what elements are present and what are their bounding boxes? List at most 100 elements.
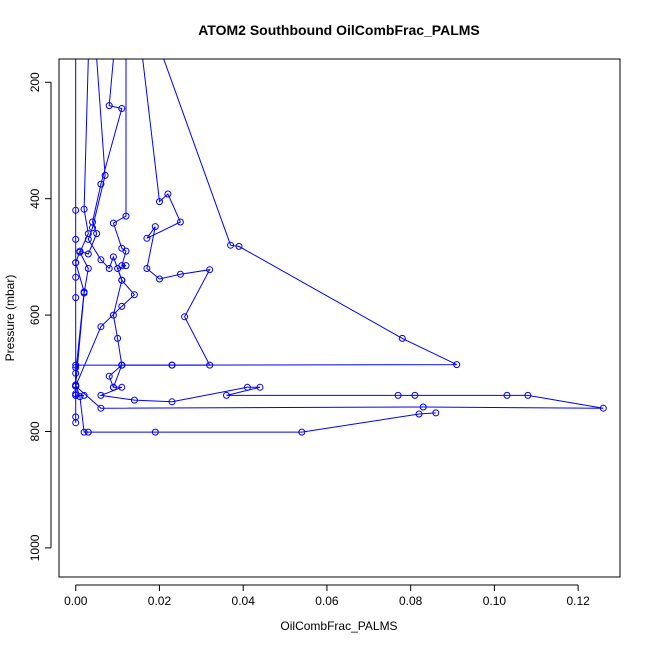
x-axis-label: OilCombFrac_PALMS xyxy=(280,619,397,633)
data-point xyxy=(243,383,251,391)
data-point xyxy=(109,253,117,261)
data-point xyxy=(105,102,113,110)
series-layer xyxy=(72,59,607,436)
data-point xyxy=(109,219,117,227)
data-point xyxy=(84,235,92,243)
data-point xyxy=(151,223,159,231)
data-point xyxy=(97,404,105,412)
data-point xyxy=(84,428,92,436)
data-point xyxy=(72,369,80,377)
data-point xyxy=(72,391,80,399)
series-line xyxy=(75,59,123,396)
data-point xyxy=(503,391,511,399)
data-point xyxy=(118,302,126,310)
data-point xyxy=(80,428,88,436)
y-tick-label: 200 xyxy=(28,72,42,92)
data-point xyxy=(156,198,163,206)
data-point xyxy=(97,323,105,331)
plot-frame xyxy=(58,58,621,578)
y-tick-label: 800 xyxy=(28,421,42,441)
data-point xyxy=(101,171,109,179)
y-tick-label: 1000 xyxy=(28,534,42,561)
series-4 xyxy=(72,59,138,399)
data-point xyxy=(84,250,92,258)
y-axis-label: Pressure (mbar) xyxy=(3,275,17,362)
data-point xyxy=(235,242,243,250)
data-point xyxy=(398,334,406,342)
x-tick-label: 0.04 xyxy=(232,594,256,608)
data-point xyxy=(118,105,126,112)
x-tick-label: 0.12 xyxy=(566,594,590,608)
x-tick-label: 0.06 xyxy=(315,594,339,608)
data-point xyxy=(89,224,96,232)
data-point xyxy=(164,190,172,198)
data-point xyxy=(118,383,126,391)
x-tick-label: 0.02 xyxy=(148,594,172,608)
x-tick-label: 0.00 xyxy=(64,594,88,608)
data-point xyxy=(84,265,92,272)
data-point xyxy=(453,361,461,369)
data-point xyxy=(114,334,122,342)
data-point xyxy=(72,382,80,390)
data-point xyxy=(93,230,101,238)
data-point xyxy=(223,391,230,399)
data-point xyxy=(151,428,159,436)
x-axis: 0.00 0.02 0.04 0.06 0.08 0.10 0.12 xyxy=(64,584,590,608)
data-point xyxy=(80,205,88,213)
y-tick-label: 400 xyxy=(28,188,42,208)
data-point xyxy=(130,396,138,404)
series-7 xyxy=(84,59,126,391)
data-point xyxy=(105,372,113,380)
series-2 xyxy=(72,59,440,436)
data-point xyxy=(105,265,113,272)
data-point xyxy=(122,212,130,220)
data-point xyxy=(72,419,80,427)
data-point xyxy=(168,361,176,369)
data-point xyxy=(176,270,184,278)
data-point xyxy=(206,266,214,274)
data-point xyxy=(72,361,80,369)
data-point xyxy=(130,291,138,299)
data-point xyxy=(118,361,126,369)
x-tick-label: 0.08 xyxy=(399,594,423,608)
data-point xyxy=(181,313,189,321)
data-point xyxy=(114,265,122,272)
data-point xyxy=(256,383,264,391)
data-point xyxy=(80,391,88,399)
series-line xyxy=(75,59,436,433)
data-point xyxy=(176,218,184,226)
data-point xyxy=(227,241,235,249)
data-point xyxy=(415,410,423,418)
data-point xyxy=(524,391,532,399)
data-point xyxy=(109,311,117,319)
series-line xyxy=(87,59,123,388)
data-point xyxy=(394,391,402,399)
data-point xyxy=(72,273,80,281)
data-point xyxy=(599,404,607,412)
data-point xyxy=(109,383,117,391)
series-line xyxy=(75,59,604,409)
data-point xyxy=(432,409,440,417)
y-axis: 200 400 600 800 1000 xyxy=(28,72,52,561)
data-point xyxy=(143,234,151,242)
data-point xyxy=(122,247,130,255)
series-5 xyxy=(72,59,214,369)
data-point xyxy=(122,262,130,270)
data-point xyxy=(97,391,105,399)
data-point xyxy=(76,247,84,255)
data-point xyxy=(419,403,427,411)
data-point xyxy=(72,259,80,267)
data-point xyxy=(411,391,419,399)
x-tick-label: 0.10 xyxy=(483,594,507,608)
data-point xyxy=(156,275,163,283)
data-point xyxy=(80,288,88,296)
series-1 xyxy=(72,59,80,427)
y-tick-label: 600 xyxy=(28,305,42,325)
data-point xyxy=(72,294,80,302)
data-point xyxy=(76,393,84,401)
data-point xyxy=(97,256,105,264)
series-3 xyxy=(72,59,126,399)
data-point xyxy=(72,235,80,243)
chart-title: ATOM2 Southbound OilCombFrac_PALMS xyxy=(198,22,480,38)
